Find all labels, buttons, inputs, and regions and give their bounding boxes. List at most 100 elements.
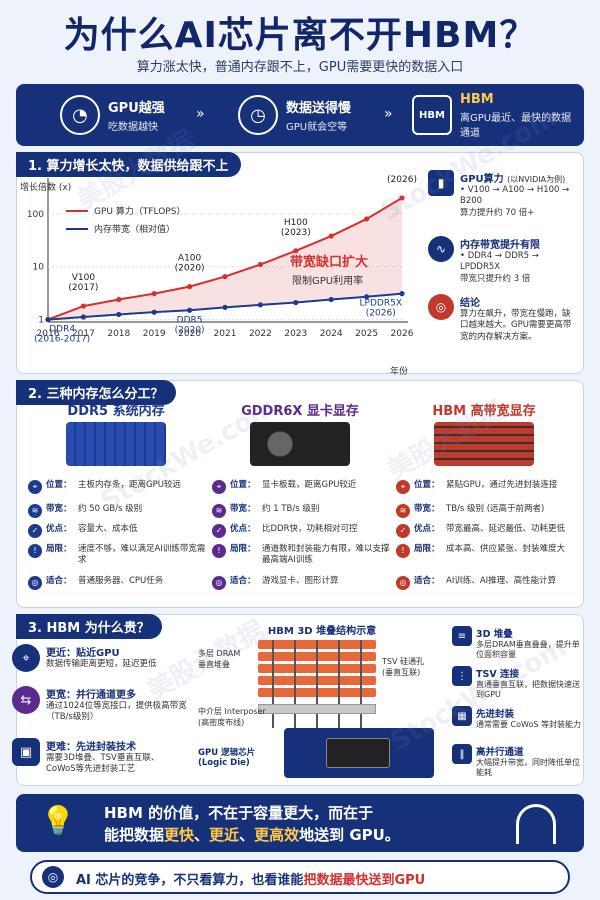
banner-item-data: ◷ 数据送得慢 GPU就会空等 [238, 92, 351, 138]
gpu-point [257, 261, 263, 268]
side-title: 结论 [460, 298, 480, 309]
x-tick-label: 2026 [391, 329, 414, 339]
memory-row: ! 局限： 速度不够，难以满足AI训练带宽需求 [28, 544, 206, 566]
memory-annotation: DDR4 [49, 325, 75, 335]
thumb-up-icon: ✓ [28, 524, 42, 538]
chevron-right-icon: » [196, 106, 205, 122]
memory-point [328, 296, 334, 303]
gpu-annotation: H100 [284, 218, 308, 228]
tsv-lines [272, 640, 362, 728]
chip-icon: HBM [412, 95, 452, 135]
y-tick-label: 100 [27, 210, 44, 220]
banner-item-hbm: HBM HBM 离GPU最近、最快的数据通道 [412, 92, 578, 139]
footer-highlight: 把数据最快送到GPU [303, 873, 426, 888]
memory-row: ✓ 优点： 比DDR快，功耗相对可控 [212, 524, 390, 538]
memory-row: ◎ 适合： AI训练、AI推理、高性能计算 [396, 576, 574, 590]
memory-column-2: HBM 高带宽显存 ⌖ 位置： 紧贴GPU，通过先进封装连接 ≋ 带宽： TB/s 级别 (… [390, 396, 578, 606]
clock-icon: ◷ [238, 95, 278, 135]
row-value: 带宽最高、延迟最低、功耗更低 [446, 524, 566, 534]
row-key: 带宽： [230, 504, 256, 514]
value-banner: 💡 HBM 的价值，不在于容量更大，而在于 能把数据更快、更近、更高效地送到 G… [16, 794, 584, 852]
row-key: 适合： [230, 576, 256, 586]
chart-legend: GPU 算力（TFLOPS） 内存带宽（相对值） [66, 205, 185, 235]
feature-parallel: ‖ 高并行通道 大幅提升带宽，同时降低单位能耗 [452, 744, 584, 779]
row-value: 显卡板载，距离GPU较近 [262, 480, 357, 490]
feature-title: TSV 连接 [476, 669, 519, 680]
side-conclusion: ◎ 结论 算力在飙升，带宽在慢跑，缺口越来越大。GPU需要更高带宽的内存解决方案… [428, 294, 572, 343]
gauge-icon: ◔ [60, 95, 100, 135]
warning-icon: ! [28, 544, 42, 558]
x-tick-label: 2024 [320, 329, 343, 339]
row-value: 容量大、成本低 [78, 524, 138, 534]
banner-title: 数据送得慢 [286, 101, 352, 116]
memory-column-title: HBM 高带宽显存 [432, 404, 536, 419]
gpu-annotation: (2026) [387, 175, 417, 185]
memory-column-1: GDDR6X 显卡显存 ⌖ 位置： 显卡板载，距离GPU较近 ≋ 带宽： 约 1 TB/s … [206, 396, 394, 606]
memory-point [45, 316, 51, 323]
row-key: 局限： [414, 544, 440, 554]
x-tick-label: 2021 [214, 329, 237, 339]
side-title: GPU算力 [460, 174, 504, 185]
footer-banner: ◎ AI 芯片的竞争，不只看算力，也看谁能把数据最快送到GPU [30, 860, 570, 894]
row-value: 主板内存条，距离GPU较远 [78, 480, 181, 490]
why-title: 更近：贴近GPU [46, 648, 120, 659]
feature-title: 先进封装 [476, 709, 515, 720]
feature-title: 高并行通道 [476, 747, 524, 758]
section-heading: 1. 算力增长太快，数据供给跟不上 [16, 152, 241, 177]
row-key: 局限： [230, 544, 256, 554]
feature-desc: 通常需要 CoWoS 等封装能力 [476, 720, 581, 729]
side-mem: ∿ 内存带宽提升有限 • DDR4 → DDR5 → LPDDR5X 带宽只提升… [428, 236, 572, 285]
memory-column-title: GDDR6X 显卡显存 [241, 404, 359, 419]
why-item-closer: ⌖ 更近：贴近GPU 数据传输距离更短，延迟更低 [12, 644, 188, 672]
x-tick-label: 2016 [37, 329, 60, 339]
legend-gpu: GPU 算力（TFLOPS） [94, 205, 185, 217]
parallel-icon: ‖ [452, 744, 472, 764]
legend-mem: 内存带宽（相对值） [94, 223, 175, 235]
memory-row: ◎ 适合： 普通服务器、CPU任务 [28, 576, 206, 590]
memory-annotation: LPDDR5X [360, 299, 402, 309]
gap-title: 带宽缺口扩大 [290, 254, 368, 270]
why-desc: 数据传输距离更短，延迟更低 [46, 659, 157, 669]
memory-row: ◎ 适合： 游戏显卡、图形计算 [212, 576, 390, 590]
row-key: 优点： [230, 524, 256, 534]
row-value: 普通服务器、CPU任务 [78, 576, 164, 586]
feature-tsv: ⋮ TSV 连接 直通垂直互联，把数据快速送到GPU [452, 666, 584, 701]
link-icon: ⋮ [452, 666, 472, 686]
gpu-annotation: (2020) [175, 264, 205, 274]
bandwidth-icon: ≋ [28, 504, 42, 518]
cube-icon: ▣ [12, 738, 40, 766]
interposer-label: 中介层 Interposer (高密度布线) [198, 707, 266, 727]
memory-annotation: (2020) [175, 325, 205, 335]
chart-side-panel: ▮ GPU算力 (以NVIDIA为例) • V100 → A100 → H100… [420, 166, 580, 370]
side-desc: • V100 → A100 → H100 → B200 算力提升约 70 倍+ [460, 185, 570, 218]
feature-title: 3D 堆叠 [476, 629, 513, 640]
banner-title: GPU越强 [108, 101, 165, 116]
feature-desc: 多层DRAM垂直叠叠，提升单位面积容量 [476, 640, 580, 660]
feature-3d: ≡ 3D 堆叠 多层DRAM垂直叠叠，提升单位面积容量 [452, 626, 584, 661]
row-key: 带宽： [46, 504, 72, 514]
memory-point [80, 314, 86, 320]
section-memory [16, 380, 584, 608]
memory-annotation: (2016-2017) [34, 335, 90, 345]
gpu-annotation: V100 [72, 273, 96, 283]
memory-row: ✓ 优点： 容量大、成本低 [28, 524, 206, 538]
top-banner: ◔ GPU越强 吃数据越快 » ◷ 数据送得慢 GPU就会空等 » HBM HB… [16, 84, 584, 146]
gpu-point [116, 296, 122, 303]
memory-column-title: DDR5 系统内存 [67, 404, 165, 419]
row-value: 紧贴GPU，通过先进封装连接 [446, 480, 558, 490]
value-line2: 能把数据更快、更近、更高效地送到 GPU。 [104, 826, 400, 844]
memory-row: ≋ 带宽： TB/s 级别 (远高于前两者) [396, 504, 574, 518]
memory-point [293, 299, 299, 306]
row-value: 游戏显卡、图形计算 [262, 576, 339, 586]
row-key: 适合： [414, 576, 440, 586]
x-axis-label: 年份 [390, 365, 408, 376]
gpu-annotation: (2017) [68, 283, 98, 293]
row-key: 位置： [414, 480, 440, 490]
memory-point [399, 291, 405, 297]
gpu-point [187, 284, 193, 290]
side-desc: • DDR4 → DDR5 → LPDDR5X 带宽只提升约 3 倍 [460, 251, 539, 284]
gpu-point [151, 291, 157, 297]
x-tick-label: 2022 [249, 329, 272, 339]
bandwidth-icon: ≋ [396, 504, 410, 518]
target-icon: ◎ [428, 294, 454, 320]
